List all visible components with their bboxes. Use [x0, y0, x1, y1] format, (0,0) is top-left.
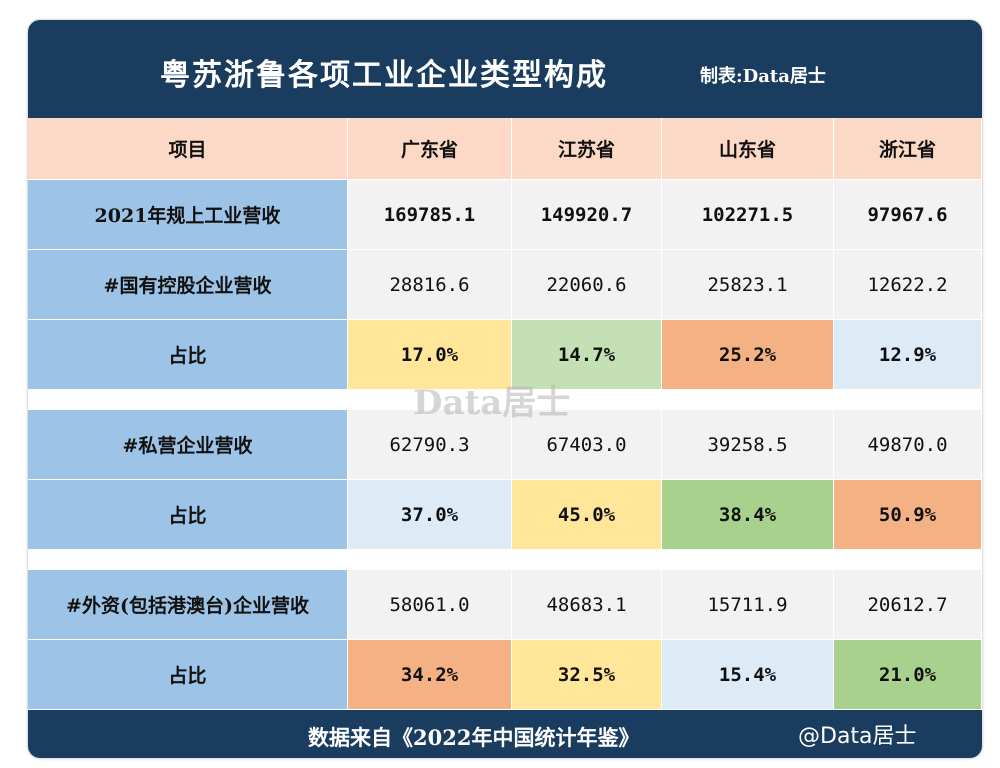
- column-header: 浙江省: [834, 118, 982, 180]
- title: 粤苏浙鲁各项工业企业类型构成: [160, 58, 608, 93]
- table-cell: 32.5%: [512, 640, 662, 710]
- table-cell: 15711.9: [662, 570, 834, 640]
- table-cell: 21.0%: [834, 640, 982, 710]
- column-header: 项目: [28, 118, 348, 180]
- table-cell: 28816.6: [348, 250, 512, 320]
- table-cell: 45.0%: [512, 480, 662, 550]
- row-header: 2021年规上工业营收: [28, 180, 348, 250]
- table-board: 粤苏浙鲁各项工业企业类型构成 制表:Data居士 项目 广东省 江苏省 山东省 浙江省 2…: [28, 20, 982, 758]
- table-cell: 67403.0: [512, 410, 662, 480]
- table-cell: 50.9%: [834, 480, 982, 550]
- table-cell: 15.4%: [662, 640, 834, 710]
- table-cell: 37.0%: [348, 480, 512, 550]
- credit: 制表:Data居士: [700, 66, 826, 87]
- table-cell: 62790.3: [348, 410, 512, 480]
- row-header: #国有控股企业营收: [28, 250, 348, 320]
- row-header: 占比: [28, 640, 348, 710]
- table-cell: 169785.1: [348, 180, 512, 250]
- table-cell: 39258.5: [662, 410, 834, 480]
- table-cell: 58061.0: [348, 570, 512, 640]
- table-cell: 12.9%: [834, 320, 982, 390]
- header: 粤苏浙鲁各项工业企业类型构成 制表:Data居士: [28, 20, 982, 118]
- footer: 数据来自《2022年中国统计年鉴》 @Data居士: [28, 710, 982, 758]
- table-cell: 49870.0: [834, 410, 982, 480]
- watermark: Data居士: [413, 383, 571, 423]
- row-header: 占比: [28, 320, 348, 390]
- table-cell: 17.0%: [348, 320, 512, 390]
- row-header: #私营企业营收: [28, 410, 348, 480]
- table-cell: 48683.1: [512, 570, 662, 640]
- table-cell: 97967.6: [834, 180, 982, 250]
- table-cell: 12622.2: [834, 250, 982, 320]
- table-cell: 34.2%: [348, 640, 512, 710]
- row-header: #外资(包括港澳台)企业营收: [28, 570, 348, 640]
- source: 数据来自《2022年中国统计年鉴》: [308, 725, 640, 750]
- column-header: 山东省: [662, 118, 834, 180]
- table-cell: 38.4%: [662, 480, 834, 550]
- table-cell: 20612.7: [834, 570, 982, 640]
- handle: @Data居士: [798, 724, 917, 749]
- row-header: 占比: [28, 480, 348, 550]
- table-cell: 25823.1: [662, 250, 834, 320]
- column-header: 江苏省: [512, 118, 662, 180]
- table-cell: 25.2%: [662, 320, 834, 390]
- table-cell: 102271.5: [662, 180, 834, 250]
- table-cell: 149920.7: [512, 180, 662, 250]
- table-cell: 14.7%: [512, 320, 662, 390]
- table-cell: 22060.6: [512, 250, 662, 320]
- column-header: 广东省: [348, 118, 512, 180]
